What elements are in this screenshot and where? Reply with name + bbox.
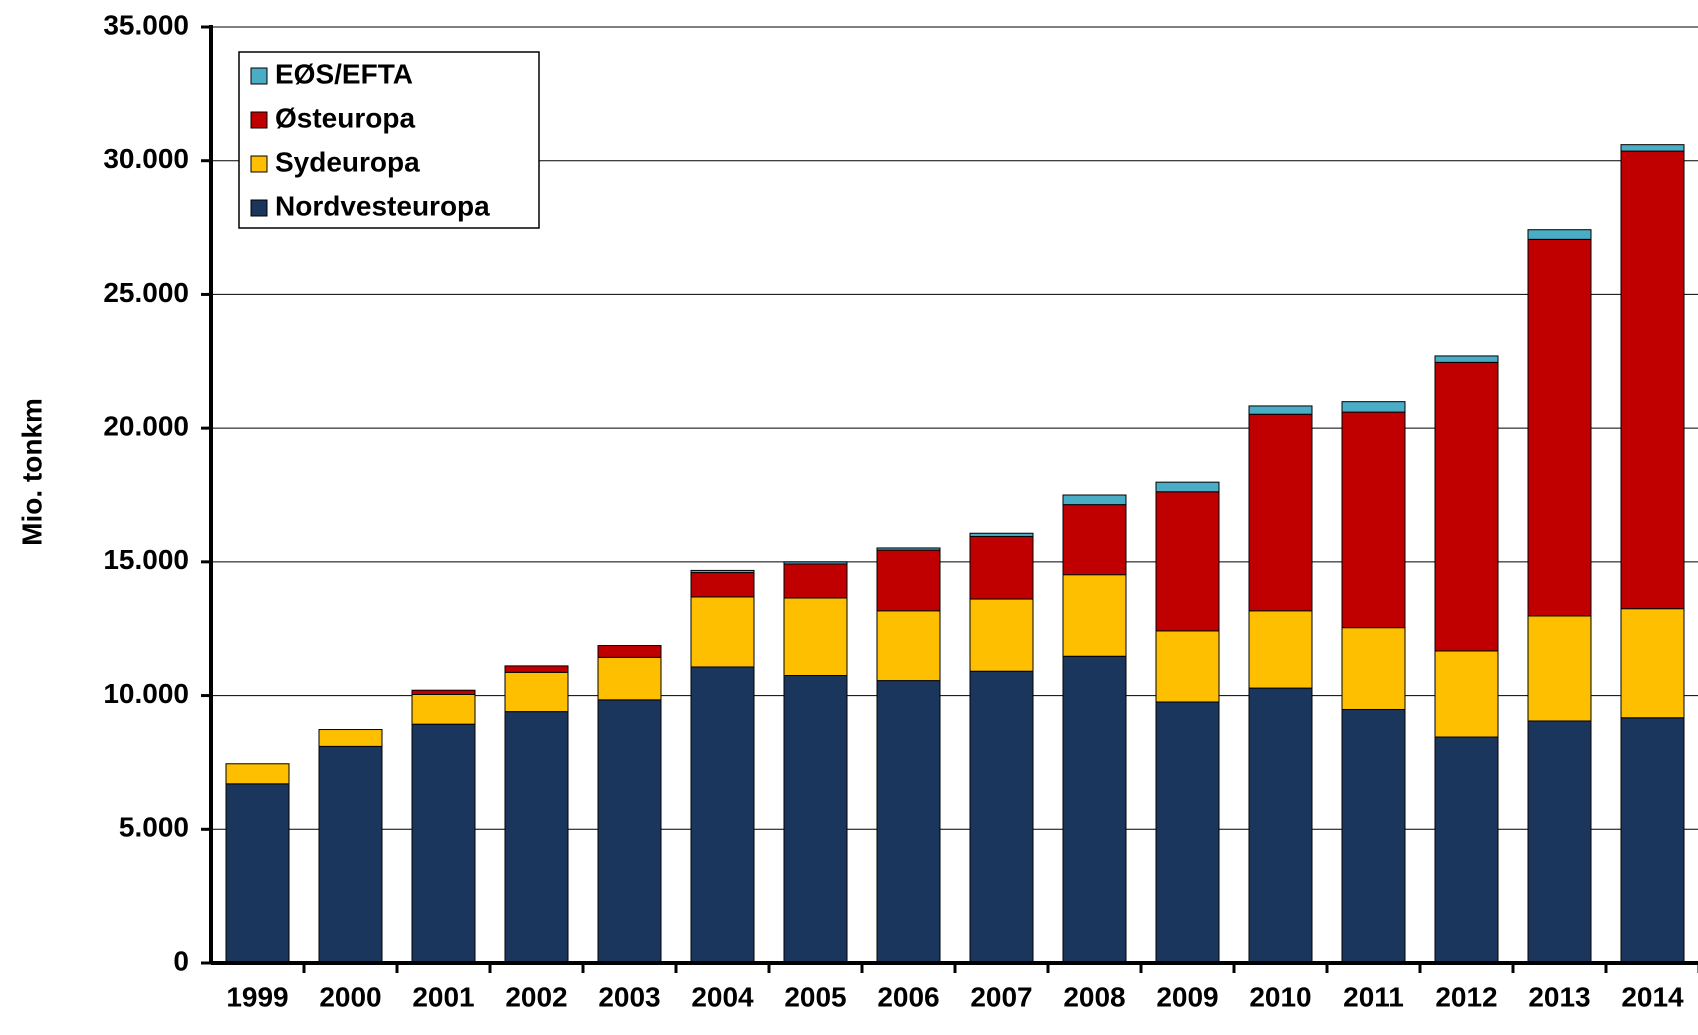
bar-segment: [1620, 717, 1685, 964]
x-tick-label: 2002: [505, 981, 567, 1012]
bar-segment: [1527, 238, 1592, 617]
legend-label: Østeuropa: [275, 102, 415, 133]
legend-box: [238, 51, 540, 229]
bar-segment: [1155, 491, 1220, 632]
legend-swatch: [250, 111, 268, 129]
bar-segment: [318, 745, 383, 964]
y-axis-label: Mio. tonkm: [16, 398, 47, 546]
bar-segment: [411, 689, 476, 696]
bar-segment: [504, 711, 569, 964]
bar-segment: [969, 535, 1034, 600]
bar-segment: [1620, 608, 1685, 719]
bar-segment: [1341, 627, 1406, 710]
bar-segment: [1062, 504, 1127, 576]
bar-segment: [1248, 405, 1313, 415]
bar-segment: [1527, 615, 1592, 722]
bar-segment: [1155, 630, 1220, 703]
bar-segment: [690, 666, 755, 964]
bar-segment: [1620, 144, 1685, 152]
y-tick-label: 10.000: [103, 678, 189, 709]
bar-segment: [504, 665, 569, 673]
bar-segment: [783, 597, 848, 677]
bar-segment: [876, 549, 941, 612]
y-tick-label: 30.000: [103, 143, 189, 174]
bar-segment: [1155, 481, 1220, 493]
y-tick-label: 35.000: [103, 9, 189, 40]
bar-segment: [783, 561, 848, 565]
bar-segment: [1062, 655, 1127, 964]
bar-segment: [1248, 687, 1313, 964]
bar-segment: [597, 645, 662, 658]
x-tick-label: 2007: [970, 981, 1032, 1012]
x-tick-label: 2005: [784, 981, 846, 1012]
x-tick-label: 2014: [1621, 981, 1684, 1012]
bar-segment: [783, 675, 848, 964]
bar-segment: [1620, 150, 1685, 610]
bar-segment: [1341, 401, 1406, 413]
bar-segment: [876, 680, 941, 964]
x-tick-label: 2009: [1156, 981, 1218, 1012]
bar-segment: [690, 569, 755, 574]
x-tick-label: 2001: [412, 981, 474, 1012]
bar-segment: [1434, 361, 1499, 652]
bar-segment: [1341, 411, 1406, 629]
x-tick-label: 1999: [226, 981, 288, 1012]
x-tick-label: 2006: [877, 981, 939, 1012]
x-tick-label: 2010: [1249, 981, 1311, 1012]
bar-segment: [1248, 610, 1313, 689]
bar-segment: [504, 671, 569, 713]
bar-segment: [690, 572, 755, 598]
legend-swatch: [250, 67, 268, 85]
bar-segment: [597, 699, 662, 964]
x-tick-label: 2004: [691, 981, 754, 1012]
bar-segment: [876, 610, 941, 682]
legend-label: Nordvesteuropa: [275, 190, 490, 221]
legend-label: EØS/EFTA: [275, 58, 413, 89]
y-tick-label: 25.000: [103, 277, 189, 308]
bar-segment: [969, 598, 1034, 672]
y-tick-label: 15.000: [103, 544, 189, 575]
x-tick-label: 2000: [319, 981, 381, 1012]
bar-segment: [411, 694, 476, 725]
bar-segment: [876, 547, 941, 551]
bar-segment: [783, 563, 848, 599]
bar-segment: [1434, 355, 1499, 363]
bar-segment: [690, 596, 755, 668]
bar-segment: [411, 723, 476, 964]
legend-swatch: [250, 155, 268, 173]
y-tick-label: 5.000: [119, 812, 189, 843]
bar-segment: [1434, 736, 1499, 964]
y-tick-label: 20.000: [103, 411, 189, 442]
x-tick-label: 2003: [598, 981, 660, 1012]
legend-swatch: [250, 199, 268, 217]
x-tick-label: 2008: [1063, 981, 1125, 1012]
bar-segment: [969, 670, 1034, 964]
bar-segment: [597, 656, 662, 701]
bar-segment: [1248, 413, 1313, 612]
x-tick-label: 2013: [1528, 981, 1590, 1012]
bar-segment: [969, 532, 1034, 537]
bar-segment: [1434, 650, 1499, 738]
bar-segment: [318, 729, 383, 747]
bar-segment: [225, 763, 290, 785]
bar-segment: [1062, 574, 1127, 657]
x-tick-label: 2012: [1435, 981, 1497, 1012]
bar-segment: [1527, 229, 1592, 240]
bar-segment: [1062, 494, 1127, 506]
x-tick-label: 2011: [1343, 981, 1404, 1012]
legend-label: Sydeuropa: [275, 146, 420, 177]
bar-segment: [1341, 708, 1406, 964]
bar-segment: [225, 783, 290, 964]
bar-segment: [1527, 720, 1592, 964]
bar-segment: [1155, 701, 1220, 964]
y-tick-label: 0: [173, 945, 189, 976]
